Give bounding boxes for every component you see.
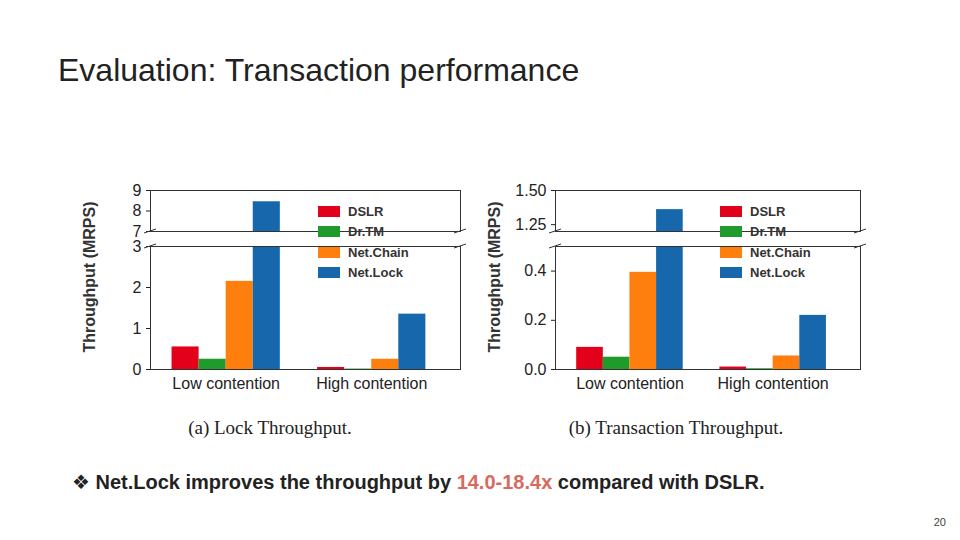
html-text:Throughput (MRPS): Throughput (MRPS): [486, 201, 503, 353]
svg-text:2: 2: [133, 279, 142, 296]
html-text:Net.Chain: Net.Chain: [348, 244, 409, 260]
svg-text:Low contention: Low contention: [576, 375, 684, 392]
svg-text:0.4: 0.4: [524, 262, 546, 279]
html-text:Net.Lock: Net.Lock: [348, 265, 403, 281]
html-text:(a) Lock Throughput.: (a) Lock Throughput.: [188, 417, 352, 438]
html-text:Net.Chain: Net.Chain: [750, 244, 811, 260]
svg-text:8: 8: [133, 202, 142, 219]
svg-text:0: 0: [133, 361, 142, 378]
html-text:20: 20: [933, 516, 946, 528]
svg-text:3: 3: [133, 238, 142, 255]
html-text:DSLR: DSLR: [348, 203, 384, 219]
svg-text:9: 9: [133, 182, 142, 199]
svg-text:1: 1: [133, 320, 142, 337]
html-text:Evaluation: Transaction perfor: Evaluation: Transaction performance: [58, 52, 580, 88]
svg-text:0.2: 0.2: [524, 311, 546, 328]
svg-text:High contention: High contention: [316, 375, 427, 392]
svg-text:0.0: 0.0: [524, 361, 546, 378]
svg-text:1.50: 1.50: [515, 182, 546, 199]
svg-text:1.25: 1.25: [515, 216, 546, 233]
html-text:Dr.TM: Dr.TM: [750, 224, 787, 240]
html-text:Throughput (MRPS): Throughput (MRPS): [81, 201, 98, 353]
html-text:DSLR: DSLR: [750, 203, 786, 219]
svg-text:7: 7: [132, 222, 142, 240]
html-text:(b) Transaction Throughput.: (b) Transaction Throughput.: [568, 417, 784, 438]
svg-text:Low contention: Low contention: [172, 375, 280, 392]
html-text:Dr.TM: Dr.TM: [348, 224, 385, 240]
svg-text:High contention: High contention: [718, 375, 829, 392]
html-text:❖ Net.Lock improves the throug: ❖ Net.Lock improves the throughput by 14…: [72, 471, 765, 493]
html-text:Net.Lock: Net.Lock: [750, 265, 805, 281]
